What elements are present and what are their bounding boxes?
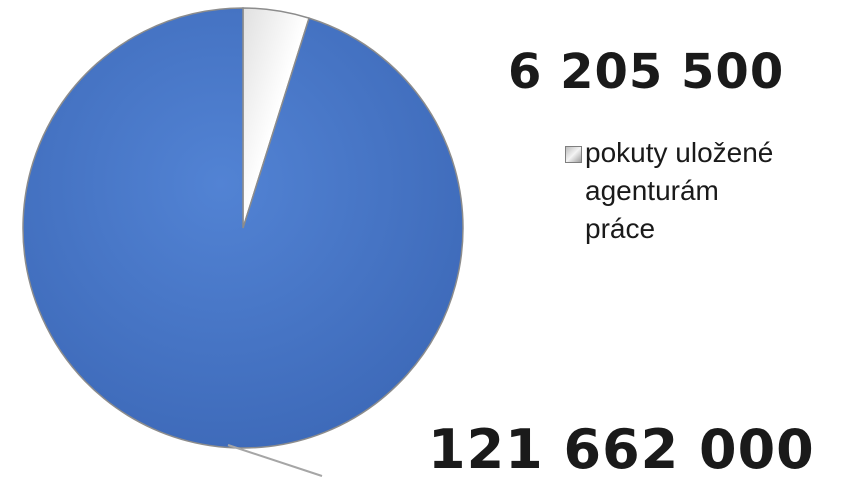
legend-label: pokuty uložené agenturám práce [585,137,774,244]
legend-swatch [565,146,582,163]
pie-slice-large [22,7,464,449]
data-label-large-slice: 121 662 000 [428,418,815,480]
legend: pokuty uložené agenturám práce [565,134,855,248]
data-label-small-slice: 6 205 500 [508,44,785,100]
legend-item: pokuty uložené agenturám práce [565,134,855,248]
leader-line [227,444,323,477]
